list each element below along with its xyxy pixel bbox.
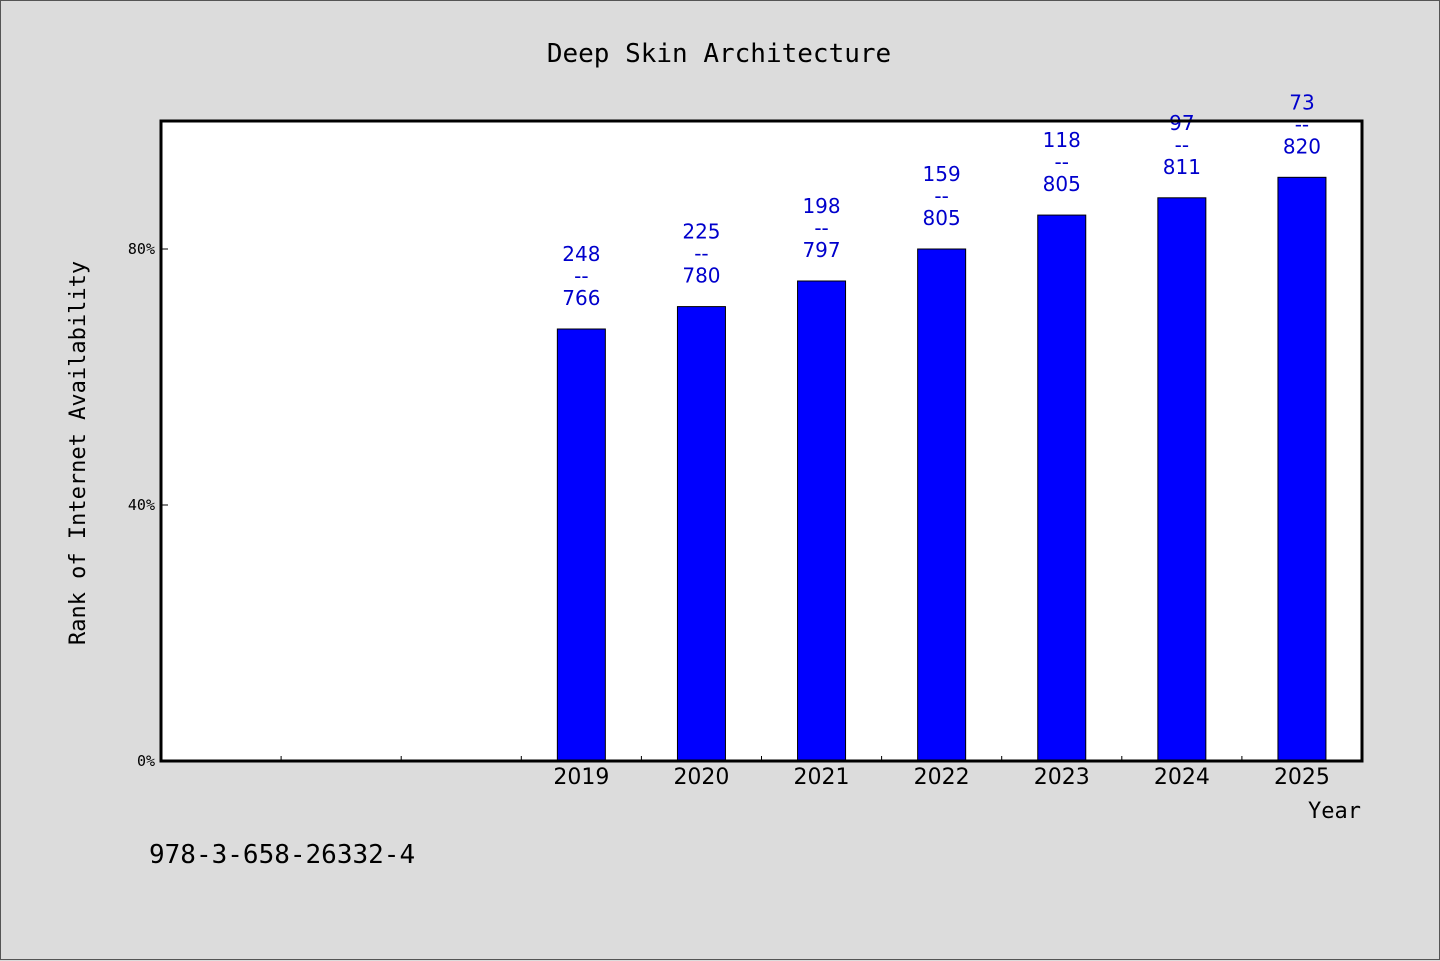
data-label-bottom-2020: 780 [682, 264, 720, 288]
data-label-sep-2020: -- [694, 242, 708, 266]
data-label-sep-2025: -- [1295, 112, 1309, 136]
data-label-sep-2023: -- [1055, 150, 1069, 174]
y-tick-label-0: 0% [137, 752, 155, 770]
data-label-top-2019: 248 [562, 242, 600, 266]
data-label-bottom-2025: 820 [1283, 134, 1321, 158]
chart-title: Deep Skin Architecture [547, 39, 891, 69]
plot-area: 248--766225--780198--797159--805118--805… [128, 90, 1364, 790]
data-label-sep-2022: -- [934, 184, 948, 208]
y-tick-label-80: 80% [128, 240, 155, 258]
x-tick-label-2019: 2019 [553, 765, 609, 790]
data-label-sep-2021: -- [814, 216, 828, 240]
data-label-sep-2024: -- [1175, 133, 1189, 157]
bar-2022 [917, 248, 967, 762]
bar-2020 [676, 306, 726, 762]
y-tick-label-40: 40% [128, 496, 155, 514]
x-axis-label: Year [1308, 799, 1361, 824]
bar-2021 [797, 280, 847, 762]
data-label-bottom-2022: 805 [923, 206, 961, 230]
x-tick-label-2022: 2022 [914, 765, 970, 790]
data-label-top-2021: 198 [802, 194, 840, 218]
y-axis-ticks: 0% 40% 80% [128, 240, 168, 770]
bar-2024 [1157, 197, 1207, 762]
x-tick-label-2024: 2024 [1154, 765, 1210, 790]
data-label-top-2020: 225 [682, 220, 720, 244]
data-label-top-2022: 159 [923, 162, 961, 186]
bar-2025 [1277, 176, 1327, 762]
data-label-bottom-2024: 811 [1163, 155, 1201, 179]
data-label-bottom-2023: 805 [1043, 172, 1081, 196]
x-tick-label-2023: 2023 [1034, 765, 1090, 790]
x-tick-label-2025: 2025 [1274, 765, 1330, 790]
data-label-top-2025: 73 [1289, 90, 1314, 114]
isbn-text: 978-3-658-26332-4 [149, 840, 415, 870]
y-axis-label: Rank of Internet Availability [66, 261, 91, 645]
x-axis-ticks: 2019 2020 2021 2022 2023 2024 2025 [280, 756, 1330, 790]
bar-2019 [556, 328, 606, 762]
data-label-sep-2019: -- [574, 264, 588, 288]
data-label-bottom-2021: 797 [802, 238, 840, 262]
bar-2023 [1037, 214, 1087, 762]
data-label-top-2024: 97 [1169, 111, 1194, 135]
data-labels-group: 248--766225--780198--797159--805118--805… [562, 90, 1321, 310]
bars-group [556, 176, 1327, 762]
x-tick-label-2021: 2021 [794, 765, 850, 790]
data-label-bottom-2019: 766 [562, 286, 600, 310]
data-label-top-2023: 118 [1043, 128, 1081, 152]
x-tick-label-2020: 2020 [673, 765, 729, 790]
